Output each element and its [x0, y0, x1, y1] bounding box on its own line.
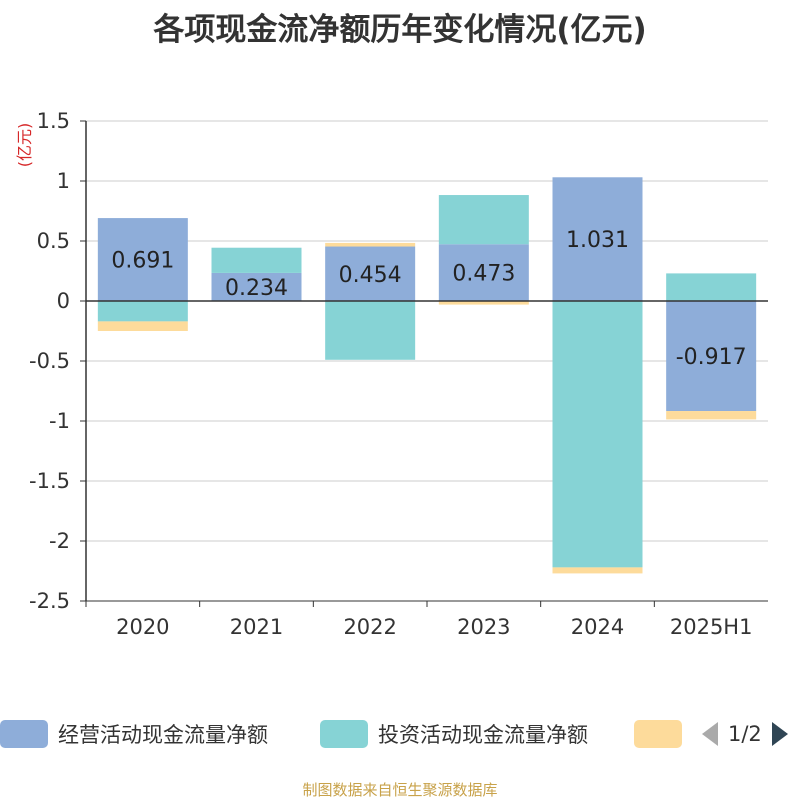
legend-swatch-investing [320, 720, 368, 748]
source-note: 制图数据来自恒生聚源数据库 [302, 781, 498, 799]
x-tick-label-2021: 2021 [230, 615, 283, 639]
x-tick-label-2023: 2023 [457, 615, 510, 639]
y-tick-label: 0.5 [37, 229, 70, 253]
bar-2025H1-series-2 [666, 411, 757, 420]
bar-2020-series-0 [97, 218, 188, 301]
pager-text: 1/2 [728, 722, 762, 746]
data-label-2022: 0.454 [339, 263, 402, 288]
data-label-2021: 0.234 [225, 276, 288, 301]
y-tick-label: -1.5 [29, 469, 70, 493]
bar-2025H1-series-0 [666, 301, 757, 412]
legend-swatch-operating [0, 720, 48, 748]
data-label-2020: 0.691 [111, 249, 174, 274]
x-tick-label-2020: 2020 [116, 615, 169, 639]
bar-2022-series-1 [325, 301, 416, 360]
axes: 1.5 1 0.5 0 -0.5 -1 -1.5 -2 -2.5 (亿元) 2020 2021 2022… [15, 109, 768, 639]
y-tick-label: -2 [49, 529, 70, 553]
bar-2021-series-1 [211, 247, 302, 273]
pager-next-icon[interactable] [770, 720, 790, 748]
bar-2025H1-series-1 [666, 273, 757, 301]
chart-title: 各项现金流净额历年变化情况(亿元) [153, 12, 647, 48]
x-tick-label-2025H1: 2025H1 [670, 615, 753, 639]
x-tick-label-2024: 2024 [571, 615, 624, 639]
bar-2024-series-0 [552, 177, 643, 301]
y-tick-label: 1.5 [37, 109, 70, 133]
bar-2024-series-2 [552, 567, 643, 574]
data-label-2025H1: -0.917 [676, 345, 747, 370]
bar-2021-series-0 [211, 272, 302, 301]
pager-prev-icon[interactable] [700, 720, 720, 748]
y-tick-label: -2.5 [29, 589, 70, 613]
legend-swatch-third [634, 720, 682, 748]
legend-label-operating: 经营活动现金流量净额 [58, 723, 268, 747]
bar-2023-series-2 [438, 301, 529, 305]
bar-2023-series-0 [438, 244, 529, 301]
legend-pager: 1/2 [700, 716, 790, 752]
bar-2022-series-2 [325, 242, 416, 247]
bar-2020-series-2 [97, 321, 188, 331]
bar-2024-series-1 [552, 301, 643, 568]
bar-2020-series-1 [97, 301, 188, 322]
y-tick-label: 1 [57, 169, 70, 193]
legend-item-third[interactable] [634, 716, 692, 752]
bar-2023-series-1 [438, 195, 529, 245]
legend-item-operating[interactable]: 经营活动现金流量净额 [0, 716, 268, 752]
data-label-2023: 0.473 [452, 262, 515, 287]
bar-2022-series-0 [325, 246, 416, 301]
y-axis-label: (亿元) [15, 123, 34, 168]
data-labels: 0.691 0.234 0.454 0.473 1.031 -0.917 [111, 228, 746, 370]
y-tick-label: 0 [57, 289, 70, 313]
data-label-2024: 1.031 [566, 228, 629, 253]
bars [97, 177, 757, 574]
legend-label-investing: 投资活动现金流量净额 [378, 723, 588, 747]
y-tick-label: -0.5 [29, 349, 70, 373]
grid-lines [86, 120, 768, 602]
x-tick-label-2022: 2022 [343, 615, 396, 639]
legend-item-investing[interactable]: 投资活动现金流量净额 [320, 716, 588, 752]
y-tick-label: -1 [49, 409, 70, 433]
